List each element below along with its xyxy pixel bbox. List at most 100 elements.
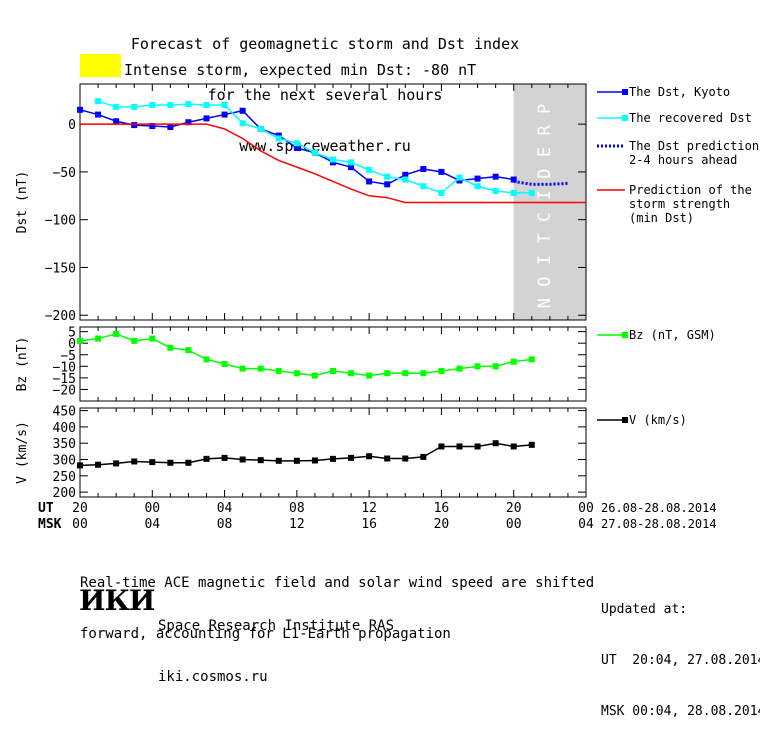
iki-logo: ИКИ [79, 584, 155, 617]
data-point [438, 443, 445, 450]
data-point [131, 122, 138, 129]
data-point [348, 164, 355, 171]
data-point [275, 367, 282, 374]
data-point [221, 454, 228, 461]
updated-heading: Updated at: [601, 602, 688, 617]
data-point [366, 178, 373, 185]
prediction-letter: I [535, 255, 555, 265]
data-point [113, 330, 120, 337]
prediction-letter: O [535, 276, 555, 286]
footnote-line-1: Real-time ACE magnetic field and solar w… [80, 575, 595, 591]
legend-marker [622, 115, 628, 121]
data-point [474, 175, 481, 182]
data-point [257, 457, 264, 464]
data-point [330, 455, 336, 462]
prediction-letter: D [535, 168, 555, 178]
data-point [420, 370, 427, 377]
data-point [239, 120, 246, 127]
institute-name: Space Research Institute RAS [158, 618, 395, 634]
data-point [510, 443, 517, 450]
title-line-1: Forecast of geomagnetic storm and Dst in… [130, 35, 520, 53]
data-point [366, 166, 373, 173]
data-point [420, 183, 427, 190]
data-point [348, 159, 355, 166]
ut-tick-label: 16 [434, 501, 450, 516]
chart-title: Forecast of geomagnetic storm and Dst in… [0, 2, 650, 172]
data-point [185, 459, 192, 466]
msk-tick-label: 00 [72, 517, 88, 532]
data-point [384, 370, 391, 377]
data-point [330, 156, 336, 163]
data-point [167, 459, 174, 466]
data-point [167, 102, 174, 109]
data-point [203, 455, 210, 462]
data-point [293, 145, 300, 152]
msk-tick-label: 16 [361, 517, 377, 532]
msk-tick-label: 04 [578, 517, 594, 532]
title-line-2: for the next several hours [207, 86, 443, 104]
data-point [402, 171, 409, 178]
msk-tick-label: 04 [144, 517, 160, 532]
data-point [402, 176, 409, 183]
data-point [95, 461, 102, 468]
ut-tick-label: 04 [217, 501, 233, 516]
data-point [95, 335, 102, 342]
prediction-letter: N [535, 298, 555, 308]
data-point [257, 365, 264, 372]
y-tick-label: 400 [53, 421, 76, 436]
y-axis-label: Dst (nT) [15, 171, 30, 234]
data-point [167, 344, 174, 351]
data-point [420, 453, 427, 460]
storm-level-swatch [80, 54, 121, 77]
legend-label: The Dst, Kyoto [629, 85, 730, 99]
prediction-letter: E [535, 147, 555, 157]
data-point [293, 370, 300, 377]
prediction-letter: I [535, 190, 555, 200]
update-info: Updated at: UT 20:04, 27.08.2014 MSK 00:… [601, 567, 760, 737]
msk-axis-label: MSK [38, 517, 62, 532]
series-line [79, 442, 532, 467]
data-point [95, 98, 102, 105]
y-tick-label: 250 [53, 470, 76, 485]
ut-date-range: 26.08-28.08.2014 [601, 501, 717, 515]
y-tick-label: 450 [53, 405, 76, 420]
data-point [420, 166, 427, 173]
panel-frame [79, 407, 587, 498]
ut-tick-label: 20 [72, 501, 88, 516]
data-point [366, 372, 373, 379]
data-point [203, 356, 210, 363]
data-point [492, 173, 499, 180]
data-point [239, 456, 246, 463]
data-point [384, 455, 391, 462]
data-point [239, 365, 246, 372]
y-tick-label: −200 [45, 309, 76, 324]
data-point [311, 457, 318, 464]
updated-ut: UT 20:04, 27.08.2014 [601, 653, 760, 668]
y-axis-label: Bz (nT) [15, 337, 30, 392]
data-point [510, 358, 517, 365]
data-point [149, 459, 156, 466]
y-tick-label: 350 [53, 437, 76, 452]
y-tick-label: 5 [68, 326, 76, 341]
y-tick-label: −150 [45, 261, 76, 276]
y-tick-label: 300 [53, 454, 76, 469]
data-point [275, 135, 282, 142]
data-point [438, 367, 445, 374]
institute-info: Space Research Institute RAS iki.cosmos.… [158, 584, 394, 703]
data-point [131, 103, 138, 110]
title-line-3: www.spaceweather.ru [239, 137, 411, 155]
ut-tick-label: 20 [506, 501, 522, 516]
msk-date-range: 27.08-28.08.2014 [601, 517, 717, 531]
data-point [456, 365, 463, 372]
data-point [113, 103, 120, 110]
y-tick-label: 0 [68, 337, 76, 352]
data-point [185, 119, 192, 126]
data-point [384, 181, 391, 188]
institute-url[interactable]: iki.cosmos.ru [158, 669, 268, 685]
data-point [528, 189, 535, 196]
data-point [366, 453, 373, 460]
storm-level-label: Intense storm, expected min Dst: -80 nT [124, 61, 477, 79]
data-point [510, 176, 517, 183]
data-point [311, 149, 318, 156]
data-point [348, 454, 355, 461]
